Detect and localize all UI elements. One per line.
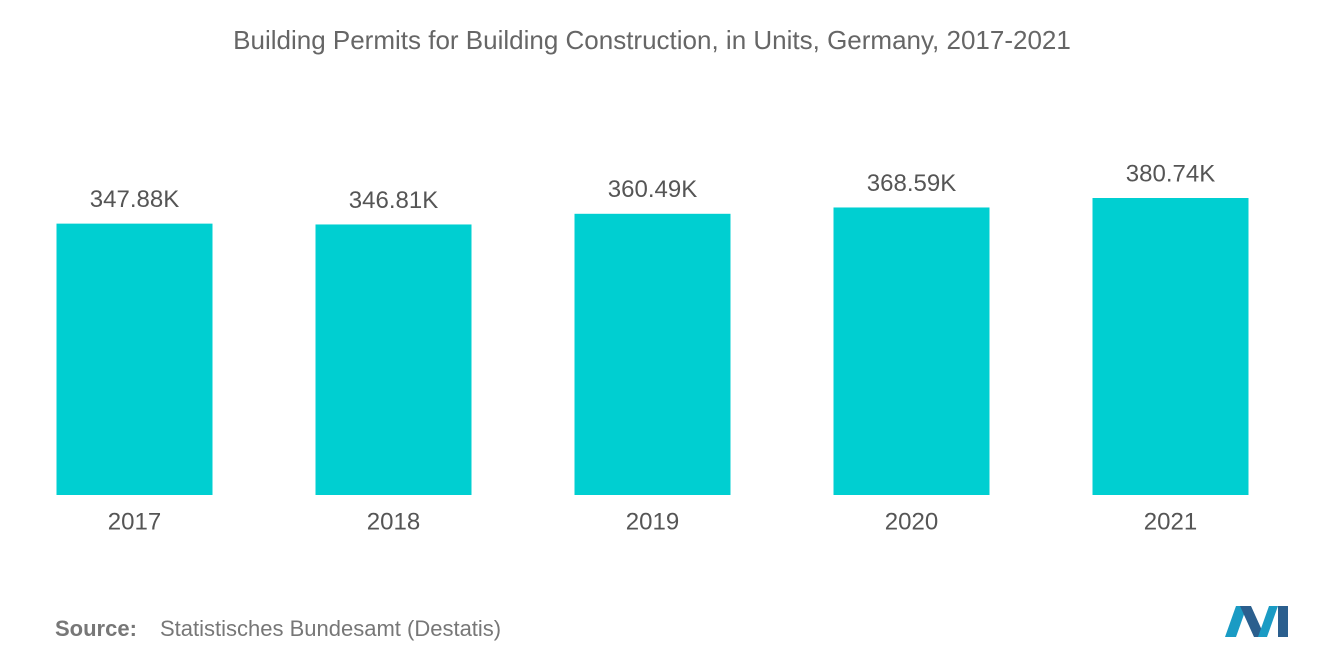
logo-shape xyxy=(1278,606,1288,637)
value-label: 380.74K xyxy=(1126,160,1215,187)
value-label: 346.81K xyxy=(349,187,438,214)
x-tick-label: 2017 xyxy=(108,508,161,535)
bar xyxy=(1092,198,1249,495)
logo xyxy=(1225,606,1288,637)
logo-shape xyxy=(1258,606,1278,637)
bar xyxy=(833,207,990,495)
bar xyxy=(315,224,472,495)
logo-shape xyxy=(1240,606,1265,637)
value-label: 360.49K xyxy=(608,176,697,203)
value-label: 347.88K xyxy=(90,186,179,213)
value-label: 368.59K xyxy=(867,170,956,197)
x-tick-label: 2020 xyxy=(885,508,938,535)
bar xyxy=(574,213,731,496)
source-label: Source: xyxy=(55,616,137,641)
chart-title: Building Permits for Building Constructi… xyxy=(233,25,1071,55)
bar xyxy=(56,223,213,496)
x-tick-label: 2019 xyxy=(626,508,679,535)
x-tick-label: 2021 xyxy=(1144,508,1197,535)
logo-shape xyxy=(1225,606,1247,637)
source-text: Statistisches Bundesamt (Destatis) xyxy=(160,616,501,641)
x-tick-label: 2018 xyxy=(367,508,420,535)
